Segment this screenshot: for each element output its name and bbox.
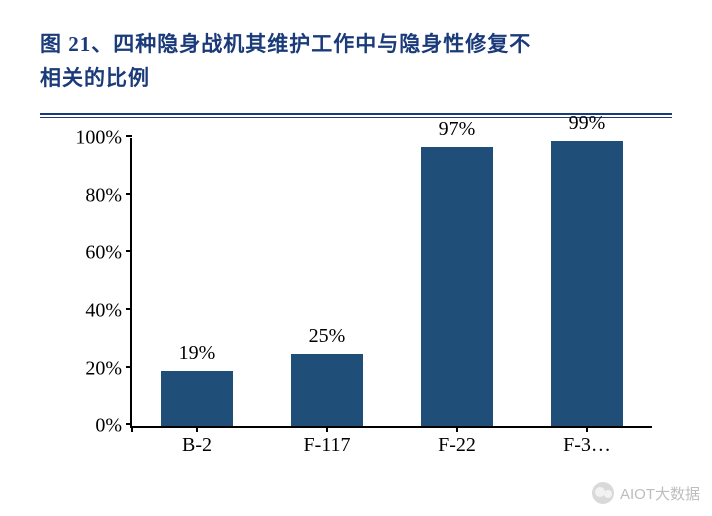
y-tick-label: 100% (62, 127, 122, 150)
bar: 19% (161, 371, 233, 426)
x-tick-label: B-2 (182, 434, 212, 457)
bar: 99% (551, 141, 623, 426)
x-tick-label: F-22 (438, 434, 476, 457)
x-tick-mark (196, 426, 198, 432)
y-tick-label: 20% (62, 357, 122, 380)
wechat-avatar-icon (592, 482, 614, 504)
watermark: AIOT大数据 (592, 482, 700, 504)
watermark-text: AIOT大数据 (620, 483, 700, 504)
x-tick-mark (456, 426, 458, 432)
x-tick-label: F-3… (563, 434, 611, 457)
y-tick-mark (126, 423, 132, 425)
y-tick-label: 60% (62, 242, 122, 265)
x-tick-mark (131, 426, 133, 432)
figure-title: 图 21、四种隐身战机其维护工作中与隐身性修复不 相关的比例 (40, 28, 672, 95)
y-tick-mark (126, 193, 132, 195)
bar-chart: 19% 25% 97% 99% 0% 20% 40% 60% 80% 100% B-2 F-117 F… (60, 128, 662, 468)
bar-value-label: 99% (569, 112, 606, 135)
bar-value-label: 25% (309, 325, 346, 348)
x-tick-mark (586, 426, 588, 432)
y-tick-label: 40% (62, 300, 122, 323)
plot-area: 19%25%97%99% 0%20%40%60%80%100%B-2F-117F… (130, 138, 652, 428)
bar-value-label: 19% (179, 342, 216, 365)
bar: 97% (421, 147, 493, 426)
y-tick-mark (126, 250, 132, 252)
bar: 25% (291, 354, 363, 426)
title-line1: 四种隐身战机其维护工作中与隐身性修复不 (113, 32, 531, 56)
title-prefix: 图 21、 (40, 32, 113, 56)
y-tick-mark (126, 308, 132, 310)
y-tick-mark (126, 135, 132, 137)
title-line2: 相关的比例 (40, 66, 150, 90)
bar-value-label: 97% (439, 118, 476, 141)
x-tick-label: F-117 (303, 434, 350, 457)
x-tick-mark (326, 426, 328, 432)
y-tick-label: 0% (62, 415, 122, 438)
bars-layer: 19% 25% 97% 99% (132, 138, 652, 426)
y-tick-mark (126, 366, 132, 368)
y-tick-label: 80% (62, 184, 122, 207)
